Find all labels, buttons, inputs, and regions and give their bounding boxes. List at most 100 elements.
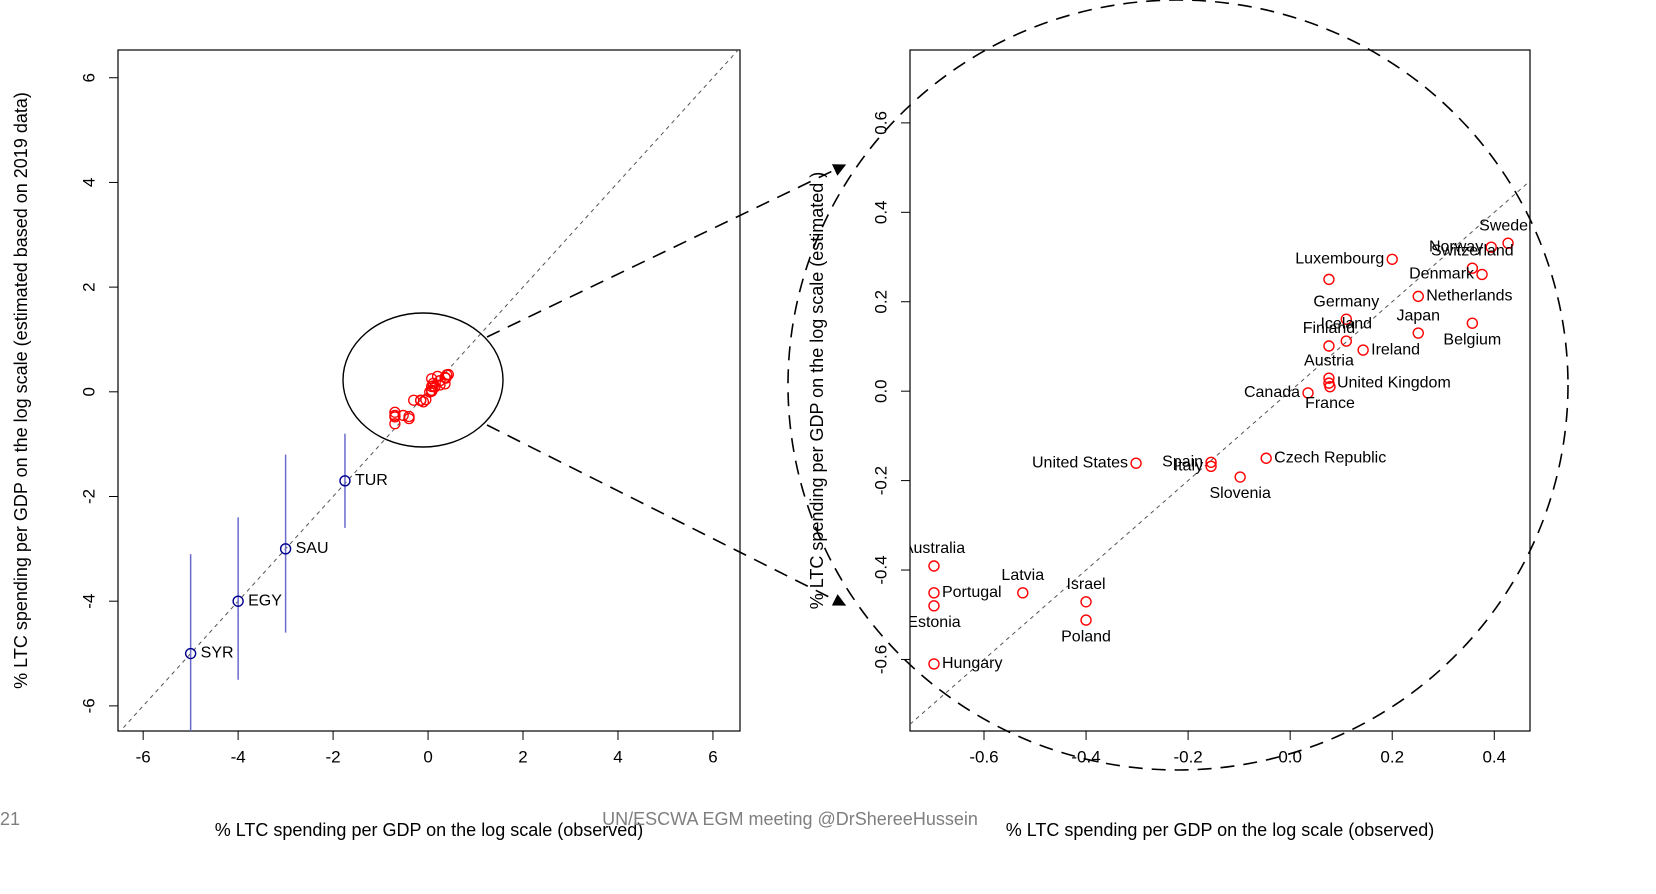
point — [1340, 313, 1352, 325]
zoom-connector — [486, 164, 847, 338]
zoom-connector — [486, 424, 847, 606]
identity-line — [910, 180, 1530, 725]
point — [1502, 237, 1514, 249]
point — [339, 475, 351, 487]
point — [1357, 344, 1369, 356]
point — [1466, 262, 1479, 274]
charts: -6 -4 -2 0 2 4 6 -6 -4 -2 0 2 4 6 % LTC spending per G… — [11, 0, 1569, 840]
overview-point — [389, 411, 401, 423]
plot-frame — [117, 49, 741, 732]
overview-points — [389, 368, 454, 430]
x-tick-label: 0.4 — [1482, 747, 1506, 766]
point-label: SYR — [201, 645, 234, 662]
point — [928, 600, 940, 612]
y-tick-label: 0.4 — [871, 200, 890, 224]
point-label: Luxembourg — [1295, 250, 1384, 267]
x-axis-title: % LTC spending per GDP on the log scale … — [215, 820, 644, 840]
x-tick-label: -0.2 — [1173, 747, 1202, 766]
x-tick-label: 2 — [518, 747, 527, 766]
point — [1017, 587, 1029, 599]
point-label: Iceland — [1320, 315, 1372, 332]
point-label: Australia — [903, 540, 965, 557]
point-label: Sweden — [1479, 217, 1537, 234]
overview-point — [426, 385, 438, 397]
x-tick-label: 0 — [423, 747, 432, 766]
point — [1130, 457, 1142, 469]
point — [1302, 387, 1314, 399]
point — [928, 658, 940, 670]
point — [1080, 614, 1092, 626]
x-tick-label: 0.0 — [1278, 747, 1302, 766]
point-label: Norway — [1429, 238, 1483, 255]
plot-area — [910, 180, 1530, 725]
point — [1466, 317, 1479, 329]
point-label: United States — [1032, 454, 1128, 471]
y-tick-label: 4 — [79, 178, 98, 187]
point-label: Estonia — [907, 614, 960, 631]
point — [1412, 327, 1424, 339]
point-label: Belgium — [1443, 331, 1501, 348]
y-tick-label: -0.2 — [871, 466, 890, 495]
x-tick-label: -0.6 — [969, 747, 998, 766]
point-label: Spain — [1162, 453, 1203, 470]
point-label: Netherlands — [1426, 288, 1512, 305]
y-axis-title: % LTC spending per GDP on the log scale … — [11, 92, 31, 689]
plot-frame — [909, 49, 1531, 732]
zoom-ellipse — [342, 312, 504, 448]
point-label: Germany — [1313, 293, 1379, 310]
point-label: France — [1305, 395, 1355, 412]
point — [1260, 452, 1272, 464]
point — [279, 543, 292, 555]
x-axis-title: % LTC spending per GDP on the log scale … — [1006, 820, 1435, 840]
labels-left: TUR SAU EGY SYR — [201, 472, 388, 662]
y-tick-label: -4 — [79, 594, 98, 609]
overview-point — [420, 394, 432, 406]
point-label: SAU — [296, 540, 329, 557]
point — [1323, 273, 1335, 286]
y-tick-label: -6 — [79, 698, 98, 713]
point-label: TUR — [355, 472, 388, 489]
point — [1205, 456, 1217, 468]
x-tick-label: 0.2 — [1380, 747, 1404, 766]
point — [1386, 253, 1398, 265]
x-tick-label: -0.4 — [1071, 747, 1100, 766]
y-tick-label: 0.0 — [871, 379, 890, 403]
point — [1080, 596, 1092, 608]
point-label: Portugal — [942, 584, 1002, 601]
point — [232, 595, 244, 607]
point-label: Japan — [1396, 307, 1440, 324]
point-label: Italy — [1174, 458, 1203, 475]
page-number: 21 — [0, 809, 20, 829]
y-tick-label: -0.4 — [871, 555, 890, 584]
point-label: Latvia — [1001, 567, 1044, 584]
point — [1323, 340, 1335, 352]
x-tick-label: -4 — [231, 747, 246, 766]
overview-point — [389, 418, 401, 430]
point — [1234, 471, 1246, 483]
point-label: Slovenia — [1209, 485, 1270, 502]
point-label: Switzerland — [1431, 242, 1514, 259]
y-tick-label: 0 — [79, 387, 98, 396]
point-label: United Kingdom — [1337, 374, 1451, 391]
point — [928, 587, 940, 599]
point-label: EGY — [248, 592, 282, 609]
footer-text: UN/ESCWA EGM meeting @DrShereeHussein — [602, 809, 978, 829]
x-tick-label: -2 — [326, 747, 341, 766]
identity-line — [119, 50, 739, 731]
point-label: Hungary — [942, 655, 1002, 672]
point — [1485, 241, 1497, 253]
point-label: Czech Republic — [1274, 449, 1386, 466]
y-tick-label: 6 — [79, 73, 98, 82]
plot-area — [119, 50, 739, 731]
overview-point — [403, 412, 415, 425]
y-tick-label: 2 — [79, 282, 98, 291]
overview-point — [439, 378, 451, 390]
x-tick-label: 4 — [613, 747, 622, 766]
overview-point — [417, 396, 430, 408]
zoom-circle — [787, 0, 1569, 771]
point — [184, 647, 197, 660]
y-tick-label: -0.6 — [871, 645, 890, 674]
overview-point — [397, 409, 409, 422]
